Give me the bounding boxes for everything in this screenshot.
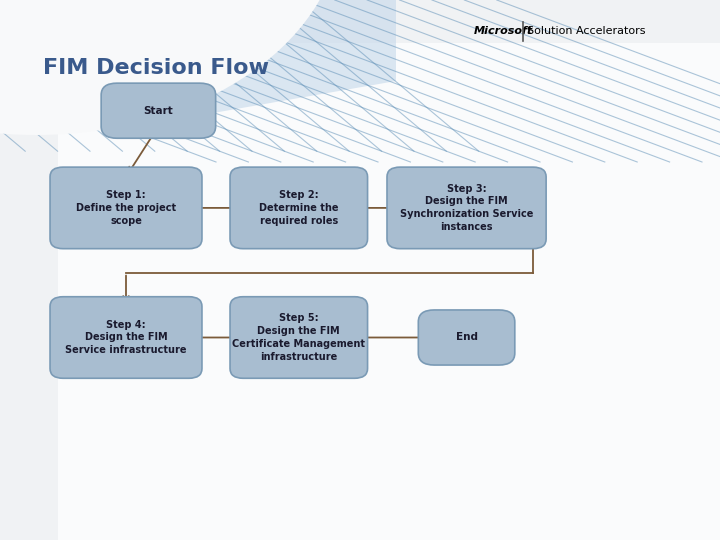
FancyBboxPatch shape: [418, 310, 515, 365]
Text: Step 5:
Design the FIM
Certificate Management
infrastructure: Step 5: Design the FIM Certificate Manag…: [233, 313, 365, 362]
FancyBboxPatch shape: [101, 83, 216, 138]
FancyBboxPatch shape: [387, 167, 546, 248]
FancyBboxPatch shape: [230, 167, 367, 248]
Text: Step 4:
Design the FIM
Service infrastructure: Step 4: Design the FIM Service infrastru…: [66, 320, 186, 355]
Text: Step 2:
Determine the
required roles: Step 2: Determine the required roles: [259, 190, 338, 226]
Text: FIM Decision Flow: FIM Decision Flow: [43, 57, 269, 78]
FancyBboxPatch shape: [230, 297, 367, 378]
Text: Start: Start: [143, 106, 174, 116]
Text: Microsoft: Microsoft: [474, 26, 533, 36]
FancyBboxPatch shape: [58, 43, 720, 540]
Ellipse shape: [0, 0, 342, 135]
Text: Step 1:
Define the project
scope: Step 1: Define the project scope: [76, 190, 176, 226]
Text: End: End: [456, 333, 477, 342]
Text: Step 3:
Design the FIM
Synchronization Service
instances: Step 3: Design the FIM Synchronization S…: [400, 184, 534, 232]
Polygon shape: [0, 0, 396, 119]
FancyBboxPatch shape: [50, 167, 202, 248]
Text: Solution Accelerators: Solution Accelerators: [527, 26, 646, 36]
FancyBboxPatch shape: [50, 297, 202, 378]
